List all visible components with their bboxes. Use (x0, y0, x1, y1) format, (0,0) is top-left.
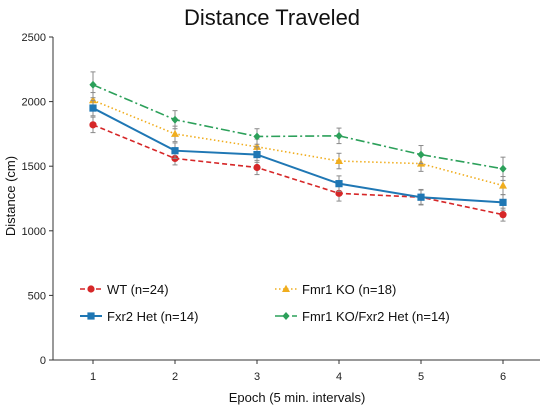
y-tick-label: 500 (28, 290, 46, 302)
y-tick-label: 1000 (22, 226, 46, 238)
data-point (89, 104, 97, 112)
series-line (92, 99, 504, 187)
y-tick-label: 1500 (22, 161, 46, 173)
legend-label: Fxr2 Het (n=14) (107, 309, 198, 324)
legend-label: Fmr1 KO/Fxr2 Het (n=14) (302, 309, 450, 324)
legend-label: Fmr1 KO (n=18) (302, 282, 396, 297)
data-point (171, 115, 179, 124)
series-line (92, 107, 504, 204)
data-point (335, 131, 343, 140)
x-tick-label: 4 (336, 371, 342, 383)
data-point (499, 211, 507, 219)
series-line (92, 124, 504, 216)
x-tick-label: 3 (254, 371, 260, 383)
x-axis-label: Epoch (5 min. intervals) (229, 390, 366, 405)
data-point (171, 129, 179, 137)
data-point (253, 132, 261, 141)
y-tick-label: 2500 (22, 32, 46, 44)
legend-marker (87, 285, 95, 293)
series-3 (89, 99, 507, 211)
legend-marker (282, 312, 290, 320)
y-axis-label: Distance (cm) (3, 156, 18, 236)
legend-item: WT (n=24) (80, 282, 169, 297)
y-tick-label: 0 (40, 355, 46, 367)
legend: WT (n=24) Fmr1 KO (n=18) Fxr2 Het (n=14) Fm… (80, 282, 450, 324)
data-point (253, 142, 261, 150)
legend-item: Fmr1 KO (n=18) (275, 282, 396, 297)
series-4 (89, 71, 507, 181)
x-tick-label: 6 (500, 371, 506, 383)
legend-item: Fxr2 Het (n=14) (80, 309, 198, 324)
data-point (89, 96, 97, 104)
chart-title: Distance Traveled (184, 5, 360, 30)
data-point (253, 163, 261, 172)
data-point (335, 156, 343, 165)
legend-label: WT (n=24) (107, 282, 169, 297)
data-point (499, 181, 507, 189)
data-point (417, 193, 425, 201)
data-point (89, 80, 97, 89)
legend-item: Fmr1 KO/Fxr2 Het (n=14) (275, 309, 450, 324)
series-layer (89, 71, 507, 222)
x-tick-label: 5 (418, 371, 424, 383)
x-tick-label: 2 (172, 371, 178, 383)
data-point (335, 180, 343, 188)
y-tick-label: 2000 (22, 97, 46, 109)
legend-marker (282, 284, 290, 292)
axes: 0 500 1000 1500 2000 2500 1 2 3 4 5 6 (22, 32, 540, 383)
data-point (499, 198, 507, 206)
series-line (92, 84, 504, 170)
x-tick-label: 1 (90, 371, 96, 383)
data-point (171, 147, 179, 155)
legend-marker (87, 312, 95, 320)
series-2 (89, 92, 507, 196)
data-point (499, 164, 507, 173)
data-point (253, 150, 261, 159)
data-point (417, 150, 425, 159)
data-point (89, 121, 97, 129)
